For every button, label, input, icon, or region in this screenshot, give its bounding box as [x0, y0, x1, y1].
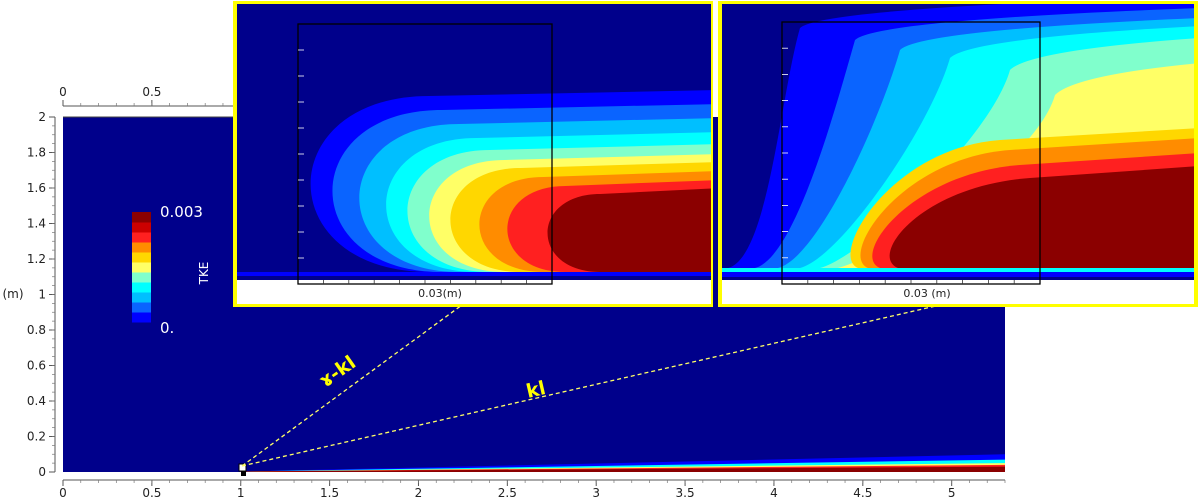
inset-gamma-kl-xlabel: 0.03(m): [418, 287, 462, 300]
x-tick-label: 0.5: [142, 486, 161, 500]
colorbar-cell: [132, 312, 151, 323]
x-tick-label: 4.5: [853, 486, 872, 500]
contour-band: [889, 166, 1194, 268]
x-tick-label: 1.5: [320, 486, 339, 500]
x-tick-label: 3.5: [676, 486, 695, 500]
colorbar-cell: [132, 322, 151, 333]
x-tick-label: 1: [237, 486, 245, 500]
top-axis: 0 0.5: [59, 85, 242, 107]
colorbar-max-label: 0.003: [160, 203, 203, 221]
y-tick-label: 0: [38, 465, 46, 479]
boundary-layer: [240, 454, 1006, 472]
connector-gamma-kl: [241, 304, 463, 467]
colorbar-cell: [132, 212, 151, 223]
connector-kl: [241, 304, 941, 467]
wall-band: [722, 272, 1194, 280]
leading-edge-marker-base: [241, 471, 246, 476]
contour-band: [547, 188, 711, 272]
y-tick-label: 0.8: [27, 323, 46, 337]
inset-kl-contours: [722, 4, 1194, 280]
colorbar: 0.003 0. TKE: [132, 203, 211, 337]
y-tick-label: 1.2: [27, 252, 46, 266]
y-tick-label: 1.8: [27, 146, 46, 160]
colorbar-cell: [132, 262, 151, 273]
inset-gamma-kl-contours: [237, 90, 711, 280]
annotation-kl: kl: [524, 377, 548, 403]
y-tick-label: 0.6: [27, 359, 46, 373]
x-tick-label: 4: [770, 486, 778, 500]
y-tick-label: 1: [38, 288, 46, 302]
y-tick-label: 0.2: [27, 430, 46, 444]
x-tick-label: 2.5: [498, 486, 517, 500]
x-tick-label: 3: [592, 486, 600, 500]
y-tick-label: 1.4: [27, 217, 46, 231]
inset-gamma-kl: 0.03(m): [233, 1, 713, 307]
colorbar-cell: [132, 242, 151, 253]
wall-band: [722, 268, 1194, 273]
colorbar-cell: [132, 292, 151, 303]
colorbar-cell: [132, 232, 151, 243]
inset-kl: 0.03 (m): [718, 1, 1198, 307]
bottom-axis: 0 0.5 1 1.5 2 2.5 3 3.5 4 4.5 5: [59, 479, 1006, 500]
colorbar-title: TKE: [197, 262, 211, 286]
colorbar-min-label: 0.: [160, 319, 174, 337]
x-tick-label: 2: [415, 486, 423, 500]
wall-band: [722, 277, 1194, 280]
left-axis: 0 0.2 0.4 0.6 0.8 1 1.2 1.4 1.6 1.8 2 (m): [2, 110, 56, 479]
colorbar-cell: [132, 252, 151, 263]
y-tick-label: 1.6: [27, 181, 46, 195]
colorbar-cell: [132, 272, 151, 283]
inset-kl-xlabel: 0.03 (m): [903, 287, 950, 300]
colorbar-cell: [132, 222, 151, 233]
x-tick-label: 0: [59, 486, 67, 500]
y-tick-label: 2: [38, 110, 46, 124]
top-tick-label: 0.5: [142, 85, 161, 99]
colorbar-cell: [132, 282, 151, 293]
boundary-layer-band: [240, 466, 1006, 472]
y-axis-label: (m): [2, 287, 23, 301]
x-tick-label: 5: [948, 486, 956, 500]
colorbar-cell: [132, 302, 151, 313]
wall-band: [237, 276, 711, 280]
y-tick-label: 0.4: [27, 394, 46, 408]
top-tick-label: 0: [59, 85, 67, 99]
